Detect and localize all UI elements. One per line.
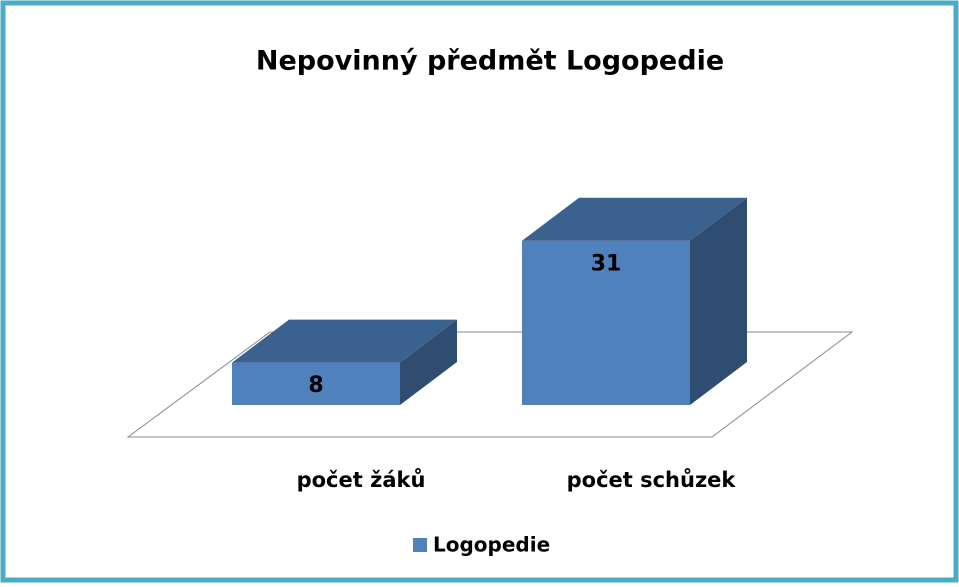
legend-swatch — [413, 538, 427, 552]
bar-top — [232, 319, 457, 363]
data-label: 8 — [308, 373, 323, 398]
legend-label: Logopedie — [433, 533, 550, 557]
bar — [232, 319, 457, 405]
bar-top — [522, 197, 747, 241]
x-tick-label: počet schůzek — [567, 468, 737, 492]
bar-front — [522, 240, 690, 405]
bar-side — [690, 197, 747, 405]
bar-side — [400, 319, 457, 405]
data-label: 31 — [591, 252, 622, 277]
bar-front — [232, 362, 400, 405]
x-tick-label: počet žáků — [297, 468, 426, 492]
bar — [522, 197, 747, 405]
chart-title: Nepovinný předmět Logopedie — [256, 46, 724, 77]
